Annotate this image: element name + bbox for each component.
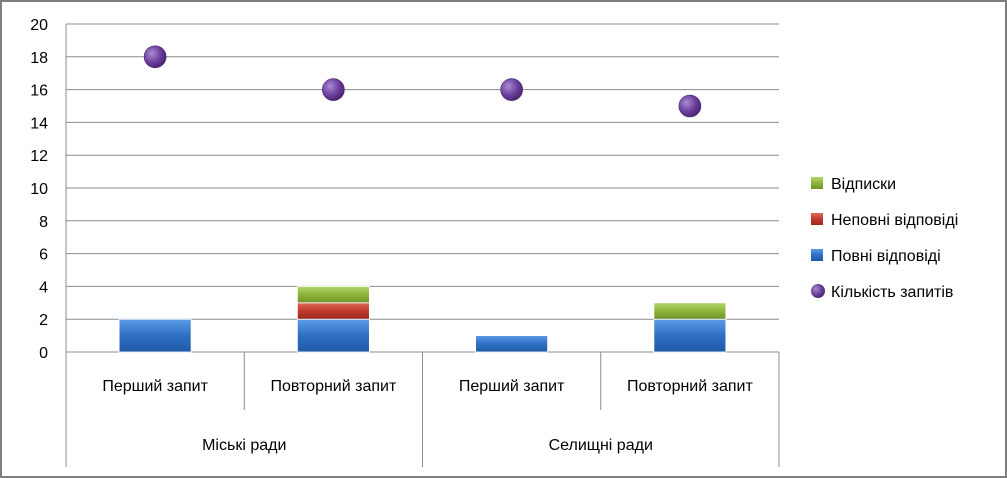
y-tick-label: 18 bbox=[30, 50, 48, 67]
legend-marker bbox=[811, 284, 825, 298]
y-tick-label: 2 bbox=[39, 312, 48, 329]
data-point bbox=[500, 78, 523, 101]
legend-label: Відписки bbox=[831, 176, 896, 193]
y-tick-label: 20 bbox=[30, 17, 48, 34]
category-label: Повторний запит bbox=[270, 378, 396, 395]
bars bbox=[118, 285, 727, 353]
category-label: Повторний запит bbox=[627, 378, 753, 395]
bar-segment bbox=[296, 302, 370, 320]
data-point bbox=[322, 78, 345, 101]
legend-swatch bbox=[811, 213, 823, 225]
bar-segment bbox=[296, 318, 370, 353]
group-label: Міські ради bbox=[202, 437, 286, 454]
legend-label: Кількість запитів bbox=[831, 284, 953, 301]
bar-segment bbox=[296, 285, 370, 304]
bar-segment bbox=[475, 335, 549, 353]
y-tick-label: 14 bbox=[30, 115, 48, 132]
data-point bbox=[143, 45, 167, 69]
y-tick-label: 10 bbox=[30, 181, 48, 198]
y-tick-label: 6 bbox=[39, 247, 48, 264]
bar-segment bbox=[118, 318, 192, 353]
legend: Відписки Неповні відповіді Повні відповіді… bbox=[811, 176, 958, 301]
bar-segment bbox=[653, 302, 727, 320]
group-label: Селищні ради bbox=[549, 437, 653, 454]
y-tick-label: 4 bbox=[39, 279, 48, 296]
legend-label: Неповні відповіді bbox=[831, 212, 958, 229]
axes bbox=[65, 24, 780, 467]
bar-segment bbox=[653, 318, 727, 353]
y-tick-label: 0 bbox=[39, 345, 48, 362]
legend-label: Повні відповіді bbox=[831, 248, 941, 265]
legend-swatch bbox=[811, 177, 823, 189]
markers bbox=[143, 45, 702, 118]
category-label: Перший запит bbox=[459, 378, 565, 395]
labels: 0 2 4 6 8 10 12 14 16 18 20 Перший запит Повторний з… bbox=[30, 17, 753, 454]
y-tick-label: 12 bbox=[30, 148, 48, 165]
data-point bbox=[678, 94, 702, 118]
category-label: Перший запит bbox=[102, 378, 208, 395]
y-tick-label: 16 bbox=[30, 83, 48, 100]
legend-swatch bbox=[811, 249, 823, 261]
y-tick-label: 8 bbox=[39, 214, 48, 231]
